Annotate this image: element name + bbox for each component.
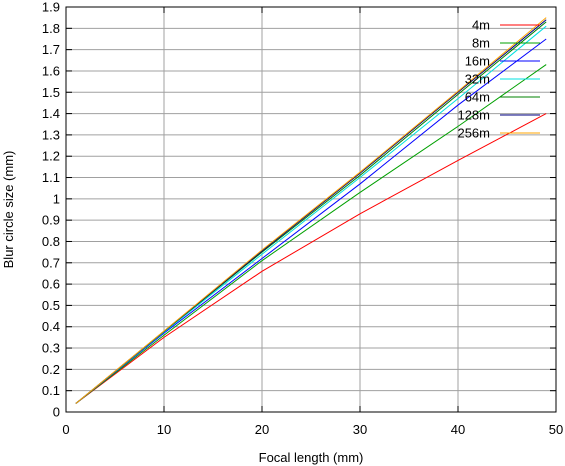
y-tick-label: 1.7 bbox=[42, 42, 60, 57]
x-tick-label: 10 bbox=[157, 422, 171, 437]
y-tick-label: 0.4 bbox=[42, 319, 60, 334]
y-tick-label: 1.9 bbox=[42, 0, 60, 15]
y-tick-label: 0 bbox=[53, 405, 60, 420]
legend-label: 256m bbox=[457, 126, 490, 141]
ticks-layer: 0 10 20 30 40 50 0 0.1 0.2 0.3 0.4 0.5 0.6 0.7 0.8 0.9 1… bbox=[42, 0, 563, 437]
y-tick-label: 1.4 bbox=[42, 106, 60, 121]
legend-label: 16m bbox=[465, 54, 490, 69]
series-line-16m bbox=[75, 38, 547, 404]
y-tick-label: 1 bbox=[53, 191, 60, 206]
series-layer bbox=[75, 17, 547, 404]
plot-frame bbox=[65, 6, 557, 413]
series-line-256m bbox=[75, 17, 547, 404]
x-tick-label: 0 bbox=[62, 422, 69, 437]
y-tick-label: 0.3 bbox=[42, 341, 60, 356]
y-tick-label: 1.6 bbox=[42, 63, 60, 78]
y-tick-label: 0.9 bbox=[42, 213, 60, 228]
y-tick-label: 1.1 bbox=[42, 170, 60, 185]
series-line-8m bbox=[75, 64, 547, 404]
legend-label: 128m bbox=[457, 108, 490, 123]
grid-layer bbox=[66, 7, 556, 412]
y-tick-label: 0.1 bbox=[42, 383, 60, 398]
y-tick-label: 1.8 bbox=[42, 21, 60, 36]
x-tick-label: 40 bbox=[451, 422, 465, 437]
x-tick-label: 30 bbox=[353, 422, 367, 437]
y-tick-label: 0.2 bbox=[42, 362, 60, 377]
legend-label: 64m bbox=[465, 90, 490, 105]
y-tick-label: 0.7 bbox=[42, 255, 60, 270]
y-tick-label: 0.6 bbox=[42, 277, 60, 292]
x-tick-label: 50 bbox=[549, 422, 563, 437]
y-tick-label: 0.5 bbox=[42, 298, 60, 313]
legend-label: 8m bbox=[472, 36, 490, 51]
y-tick-label: 1.3 bbox=[42, 127, 60, 142]
y-tick-label: 1.2 bbox=[42, 149, 60, 164]
y-tick-label: 0.8 bbox=[42, 234, 60, 249]
legend-label: 32m bbox=[465, 72, 490, 87]
x-axis-label: Focal length (mm) bbox=[259, 450, 364, 465]
x-tick-label: 20 bbox=[255, 422, 269, 437]
y-axis-label: Blur circle size (mm) bbox=[1, 151, 16, 269]
legend-label: 4m bbox=[472, 18, 490, 33]
series-line-4m bbox=[75, 113, 547, 404]
y-tick-label: 1.5 bbox=[42, 85, 60, 100]
legend: 4m 8m 16m 32m 64m 128m 256m bbox=[457, 18, 540, 141]
